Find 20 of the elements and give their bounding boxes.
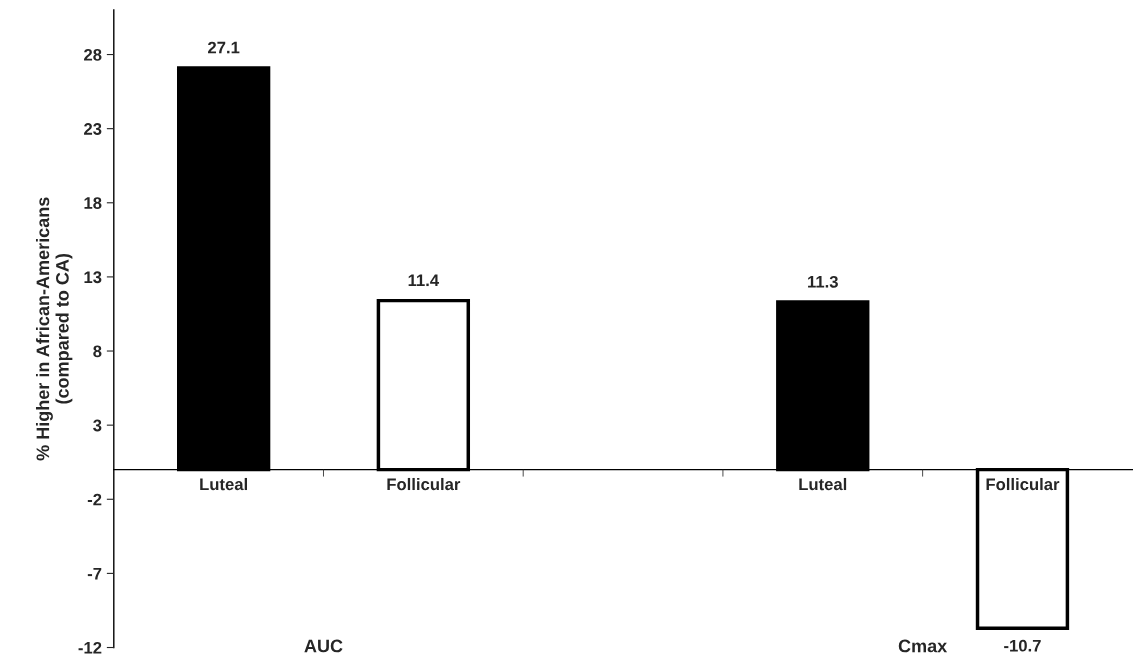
data-label: 27.1 bbox=[208, 41, 240, 54]
annotation: AUC bbox=[304, 639, 343, 653]
y-tick-label: 8 bbox=[93, 345, 102, 358]
annotation: Cmax bbox=[898, 639, 948, 653]
x-tick-label: Luteal bbox=[200, 477, 247, 491]
y-tick-label: 28 bbox=[84, 48, 102, 61]
y-tick-label: 13 bbox=[84, 271, 102, 284]
y-tick-label: -12 bbox=[78, 641, 102, 654]
y-tick-label: 23 bbox=[84, 123, 102, 135]
y-tick-label: 18 bbox=[84, 197, 102, 209]
x-tick-label: Luteal bbox=[799, 477, 847, 491]
y-tick-label: -7 bbox=[87, 567, 102, 580]
y-axis-title: % Higher in African-Americans (compared to CA) bbox=[35, 197, 73, 461]
data-label: 11.4 bbox=[408, 274, 440, 287]
data-label: -10.7 bbox=[1004, 639, 1041, 652]
y-tick-label: -2 bbox=[87, 493, 102, 506]
x-tick-label: Follicular bbox=[387, 477, 461, 491]
y-tick-label: 3 bbox=[93, 419, 102, 432]
x-tick-label: Follicular bbox=[986, 477, 1060, 491]
data-label: 11.3 bbox=[808, 275, 838, 288]
